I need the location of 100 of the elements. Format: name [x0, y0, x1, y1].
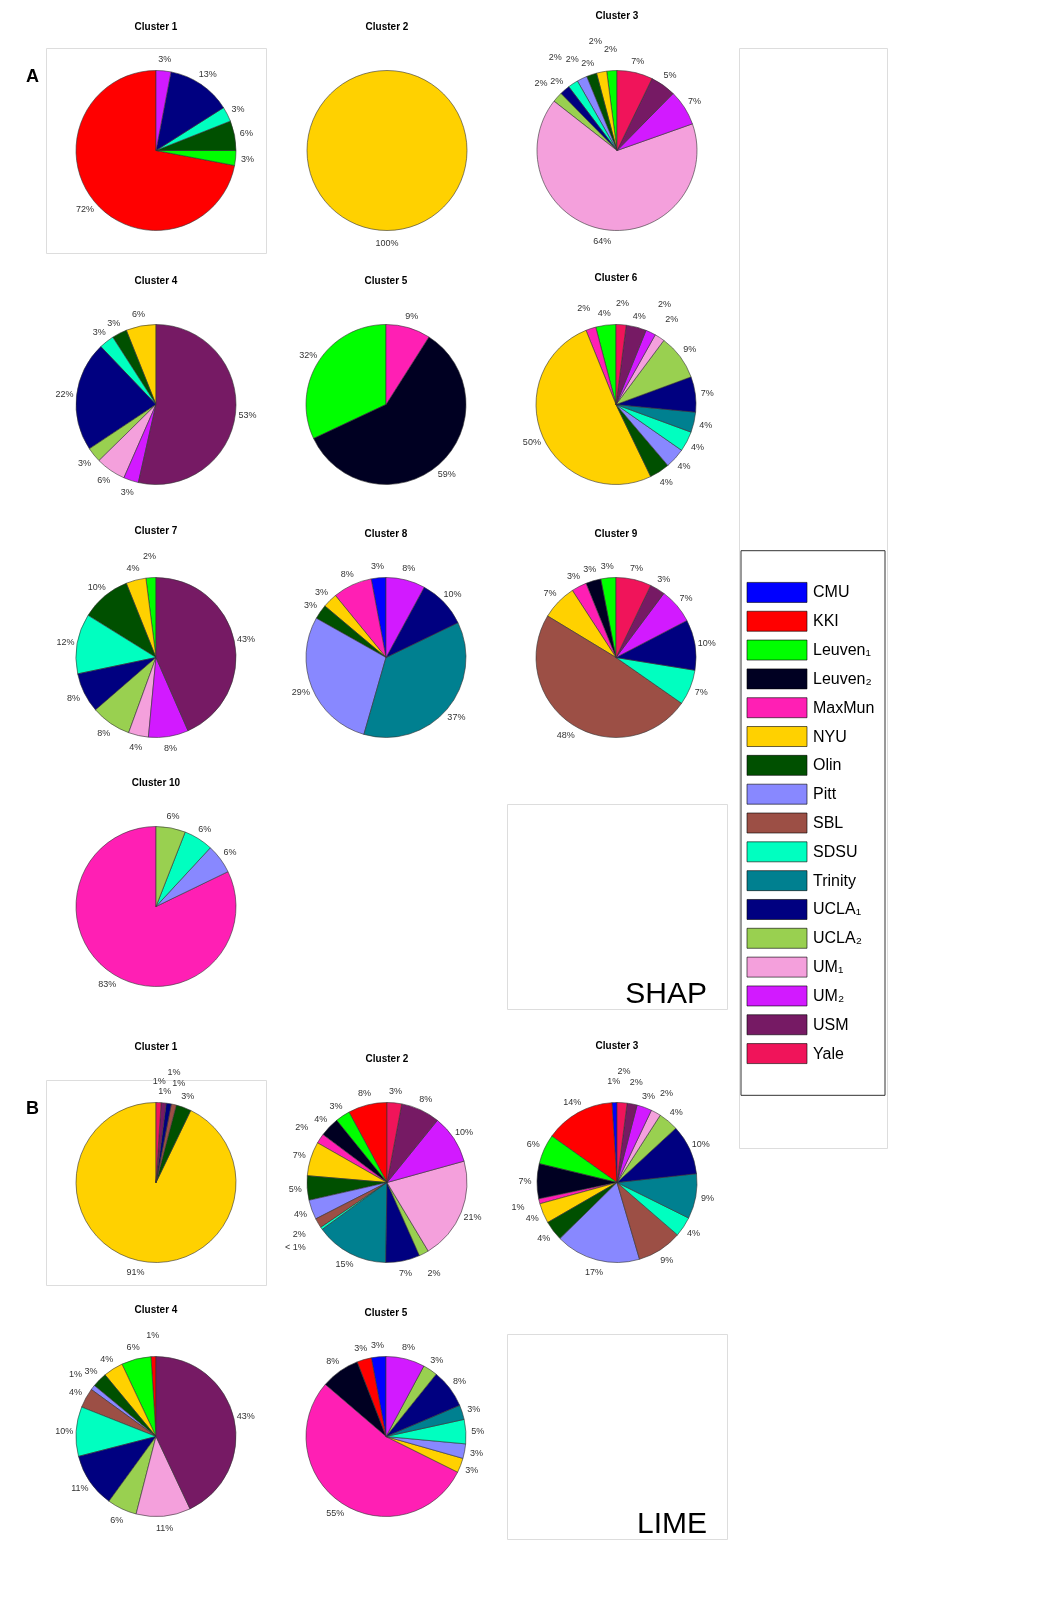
data-label: 4% [687, 1228, 701, 1239]
data-label: 2% [295, 1121, 309, 1132]
data-label: 6% [132, 309, 146, 320]
data-label: 3% [314, 586, 328, 597]
data-label: 7% [694, 687, 708, 698]
data-label: 100% [375, 237, 399, 248]
category-label: UCLA₁ [813, 900, 862, 918]
data-label: 3% [303, 600, 317, 611]
data-label: 6% [526, 1139, 540, 1150]
data-label: 2% [534, 77, 548, 88]
data-label: 29% [291, 687, 310, 698]
data-label: 59% [437, 468, 456, 479]
data-label: 53% [238, 409, 257, 420]
data-label: 3% [371, 1339, 385, 1350]
category-label: MaxMun [813, 698, 875, 716]
data-label: 3% [107, 317, 121, 328]
data-label: 3% [467, 1403, 481, 1414]
data-label: 4% [68, 1387, 82, 1398]
data-label: 3% [181, 1091, 195, 1102]
data-label: 3% [241, 154, 255, 165]
chart-title: Cluster 3 [595, 1039, 639, 1051]
data-label: 21% [463, 1211, 482, 1222]
data-label: 37% [447, 711, 466, 722]
data-label: 2% [617, 1065, 631, 1076]
category-label: SBL [813, 814, 844, 831]
chart-title: Cluster 2 [365, 21, 409, 32]
data-label: 2% [629, 1077, 643, 1088]
data-label: 11% [155, 1523, 174, 1534]
data-label: 8% [357, 1088, 371, 1099]
category-label: UM₁ [813, 958, 844, 976]
data-label: 3% [465, 1464, 479, 1475]
text: A [26, 66, 39, 86]
data-label: 6% [223, 846, 237, 857]
data-label: 4% [632, 310, 646, 321]
data-label: 17% [584, 1266, 603, 1277]
data-label: 3% [657, 573, 671, 584]
data-label: 4% [659, 476, 673, 487]
data-label: 4% [699, 419, 713, 430]
chart-title: Cluster 8 [364, 528, 408, 539]
category-label: UM₂ [813, 986, 845, 1004]
data-label: 4% [129, 742, 143, 753]
data-label: 3% [84, 1366, 98, 1377]
data-label: 3% [354, 1343, 368, 1354]
data-label: 7% [679, 592, 693, 603]
data-label: 4% [537, 1233, 551, 1244]
data-label: 2% [292, 1229, 306, 1240]
data-label: 13% [198, 69, 217, 80]
data-label: 3% [329, 1100, 343, 1111]
data-label: 3% [641, 1091, 655, 1102]
data-label: 5% [471, 1425, 485, 1436]
data-label: 3% [430, 1354, 444, 1365]
data-label: 43% [237, 633, 256, 644]
data-label: 83% [98, 979, 117, 990]
data-label: 1% [68, 1368, 82, 1379]
data-label: 10% [87, 582, 106, 593]
data-label: 55% [326, 1508, 345, 1519]
data-label: 9% [701, 1193, 715, 1204]
data-label: 2% [565, 53, 579, 64]
chart-title: Cluster 4 [134, 1303, 178, 1315]
data-label: 2% [548, 52, 562, 62]
chart-title: Cluster 7 [134, 524, 178, 536]
category-label: Leuven₁ [813, 641, 871, 659]
data-label: 15% [335, 1259, 354, 1270]
data-label: 4% [126, 563, 140, 574]
data-label: 3% [583, 564, 597, 575]
data-label: 43% [236, 1411, 255, 1422]
data-label: 4% [294, 1208, 308, 1219]
chart-title: Cluster 4 [134, 275, 178, 286]
data-label: 10% [55, 1425, 74, 1436]
data-label: 10% [443, 588, 462, 599]
data-label: 1% [607, 1075, 621, 1086]
category-label: Olin [813, 756, 842, 774]
data-label: 6% [198, 823, 212, 834]
category-label: Trinity [813, 871, 856, 889]
data-label: 8% [97, 728, 111, 739]
data-label: 3% [600, 560, 614, 571]
data-label: 8% [340, 569, 354, 580]
chart-title: Cluster 5 [364, 1307, 408, 1318]
data-label: 11% [71, 1483, 89, 1494]
data-label: 4% [691, 442, 705, 453]
data-label: 2% [550, 75, 564, 86]
chart-title: Cluster 3 [595, 9, 639, 21]
data-label: 72% [76, 204, 95, 215]
data-label: 32% [299, 350, 318, 361]
chart-title: Cluster 6 [594, 271, 638, 283]
data-label: 2% [658, 298, 672, 309]
data-label: 7% [631, 55, 645, 66]
data-label: 2% [427, 1267, 441, 1278]
data-label: 3% [389, 1085, 403, 1096]
data-label: 1% [511, 1201, 525, 1212]
data-label: 2% [616, 297, 630, 308]
data-label: 7% [292, 1150, 306, 1161]
data-label: 2% [581, 58, 595, 69]
data-label: < 1% [284, 1241, 306, 1252]
category-label: CMU [813, 583, 850, 601]
data-label: 7% [543, 588, 557, 599]
category-label: UCLA₂ [813, 929, 862, 947]
data-label: 91% [126, 1267, 145, 1278]
data-label: 6% [239, 128, 253, 139]
data-label: 3% [78, 457, 92, 468]
